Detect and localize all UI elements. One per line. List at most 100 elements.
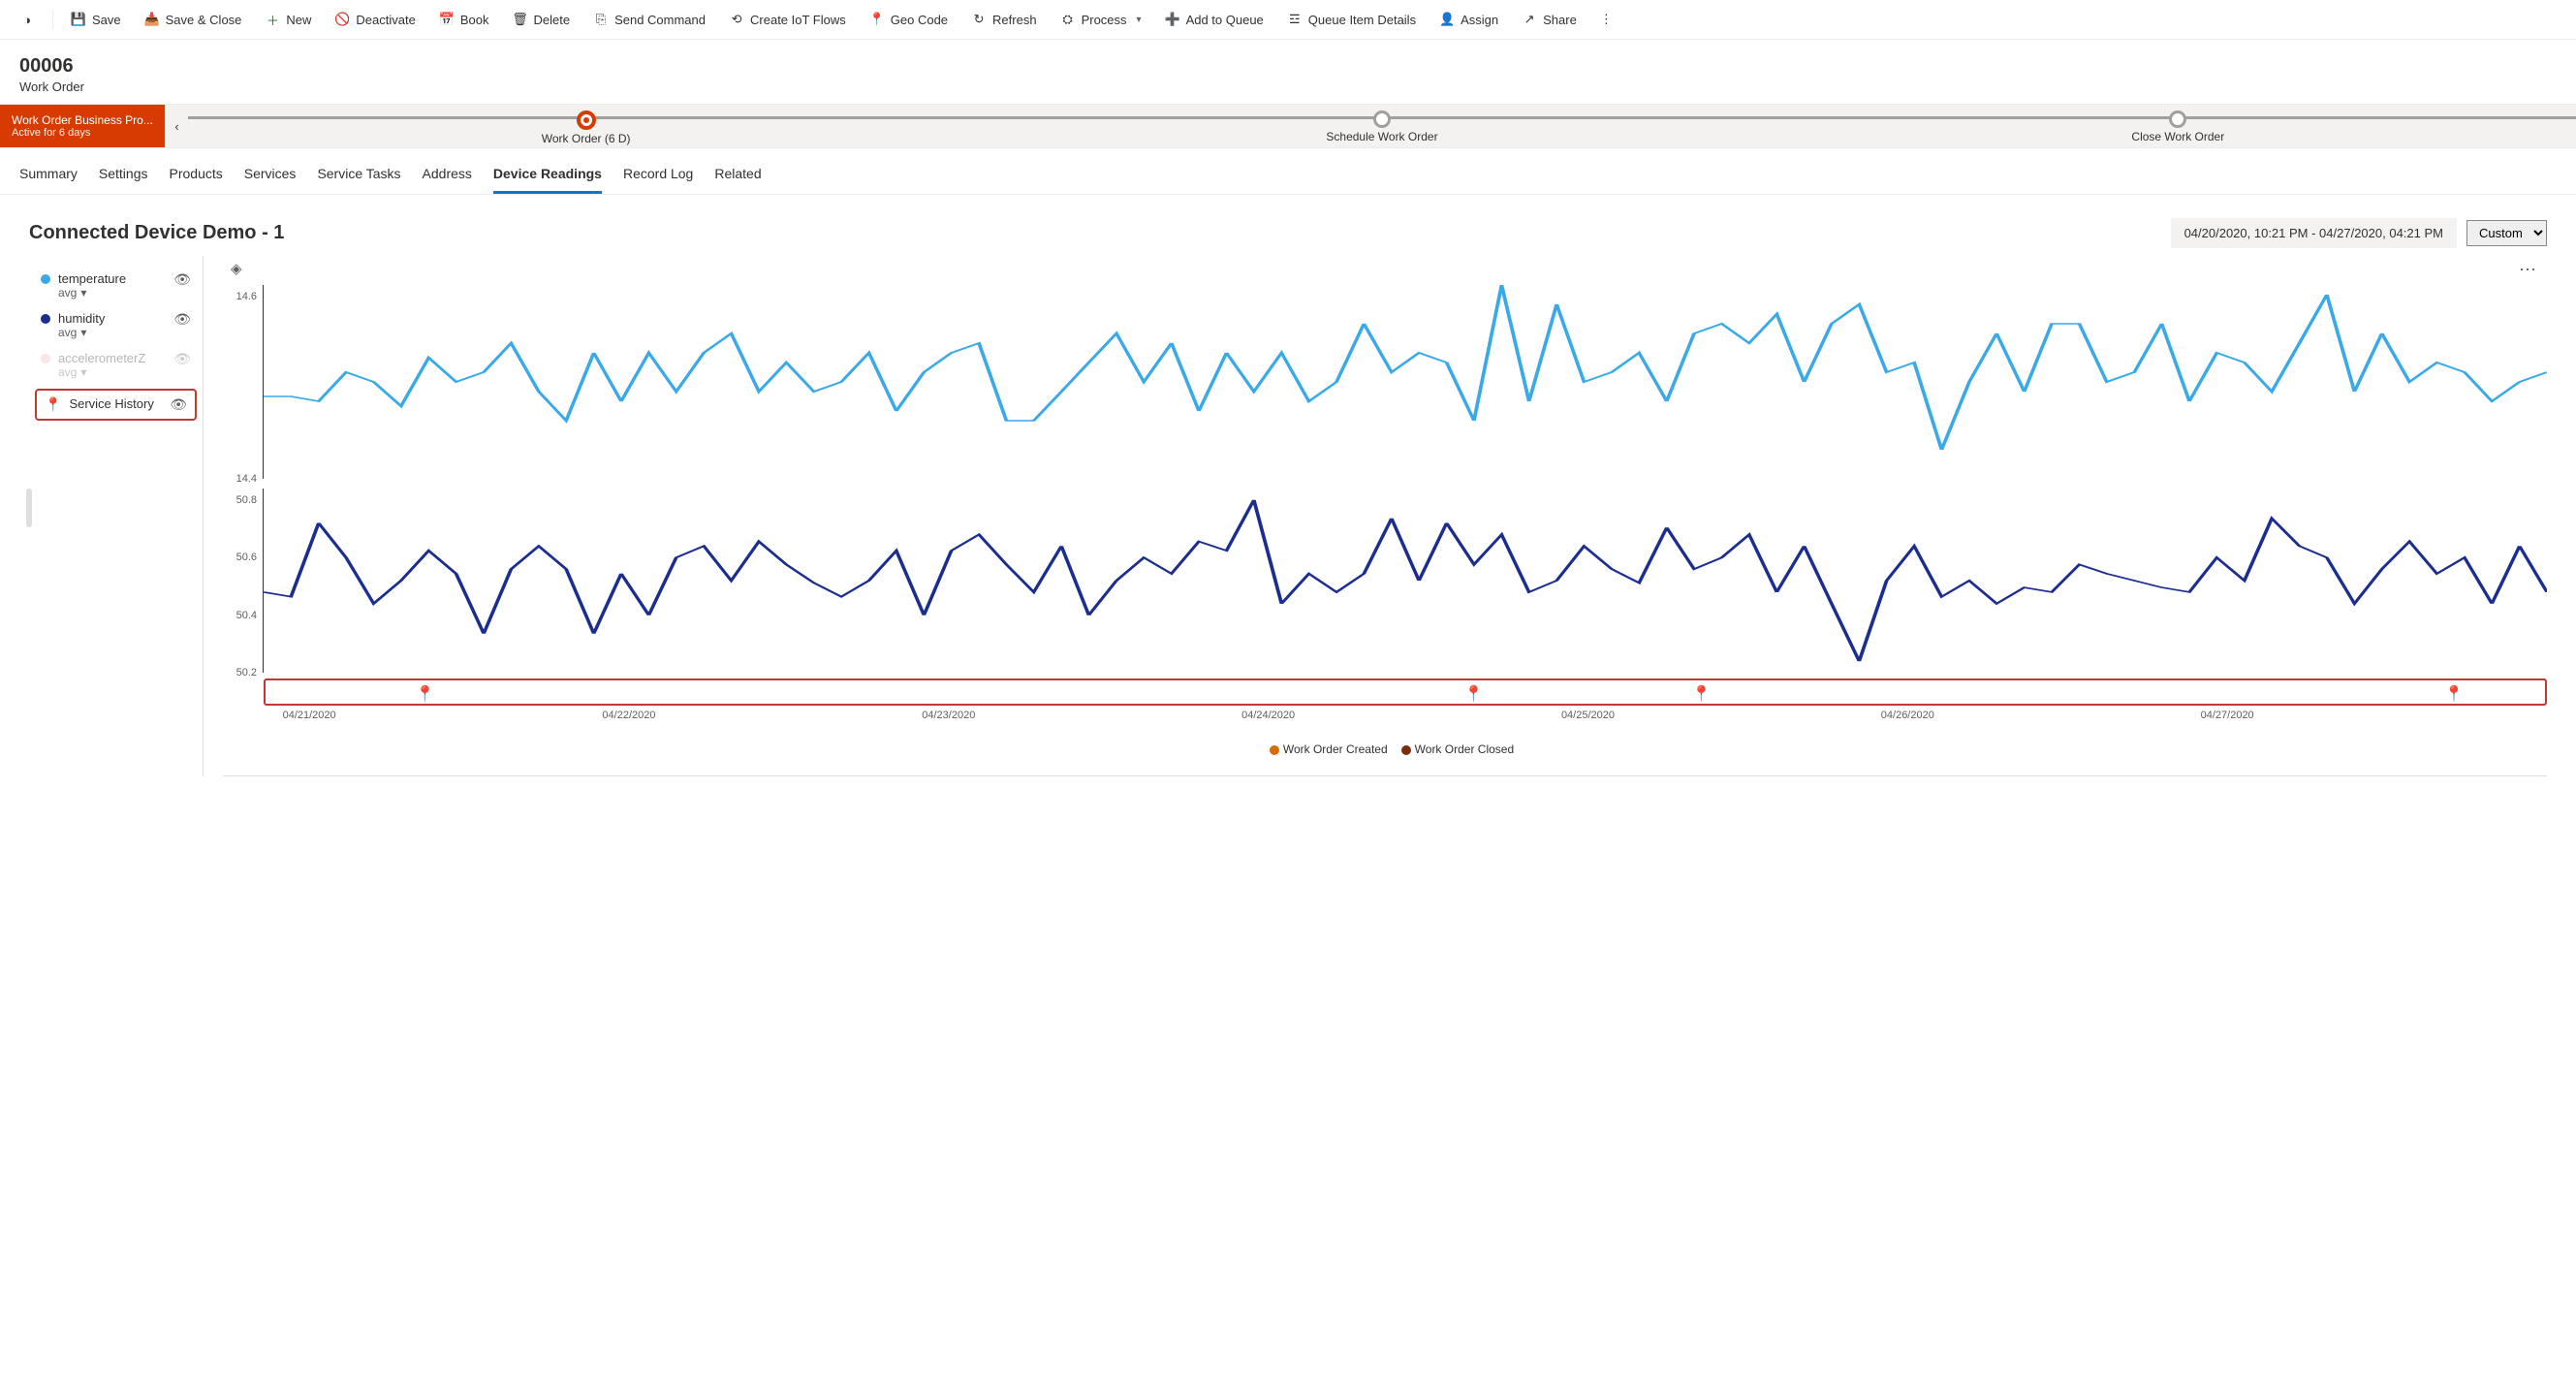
tab-related[interactable]: Related (714, 158, 761, 194)
create-iot-button[interactable]: ⟲Create IoT Flows (719, 6, 856, 33)
chevron-down-icon: ▾ (1137, 15, 1142, 25)
queue-details-label: Queue Item Details (1308, 13, 1416, 27)
process-icon: ⛭ (1060, 12, 1076, 27)
process-name: Work Order Business Pro... (12, 113, 153, 127)
chevron-left-icon: ‹ (174, 119, 178, 134)
assign-icon: 👤 (1439, 12, 1455, 27)
back-button[interactable]: ◑ (10, 6, 45, 33)
process-stage[interactable]: Close Work Order (1780, 108, 2576, 145)
tab-products[interactable]: Products (170, 158, 223, 194)
x-tick: 04/23/2020 (922, 710, 975, 721)
tab-settings[interactable]: Settings (99, 158, 148, 194)
series-agg: avg (58, 286, 77, 300)
time-range-display: 04/20/2020, 10:21 PM - 04/27/2020, 04:21… (2171, 218, 2457, 248)
y-tick: 50.4 (236, 610, 257, 621)
service-history-legend-item[interactable]: 📍 Service History 👁 (35, 389, 197, 421)
geo-code-label: Geo Code (891, 13, 948, 27)
series-color-dot (41, 274, 50, 284)
record-type: Work Order (19, 79, 2557, 94)
delete-button[interactable]: 🗑Delete (502, 6, 580, 33)
record-id: 00006 (19, 55, 2557, 78)
service-history-marker[interactable]: 📍 (1464, 684, 1484, 704)
process-duration: Active for 6 days (12, 127, 153, 139)
visibility-toggle-icon[interactable]: 👁 (173, 351, 191, 367)
tab-address[interactable]: Address (423, 158, 472, 194)
stage-dot-icon (1373, 110, 1391, 128)
add-queue-label: Add to Queue (1186, 13, 1264, 27)
queue-details-icon: ☲ (1287, 12, 1303, 27)
chevron-down-icon[interactable]: ▾ (80, 286, 86, 300)
new-button[interactable]: ＋ New (255, 6, 321, 33)
refresh-label: Refresh (992, 13, 1037, 27)
legend-item-accelerometerZ[interactable]: accelerometerZavg▾👁 (29, 345, 203, 385)
y-tick: 14.6 (236, 291, 257, 302)
queue-details-button[interactable]: ☲ Queue Item Details (1277, 6, 1426, 33)
marker-legend: Work Order Created Work Order Closed (223, 742, 2547, 756)
visibility-toggle-icon[interactable]: 👁 (173, 311, 191, 328)
x-tick: 04/21/2020 (283, 710, 336, 721)
tab-services[interactable]: Services (244, 158, 297, 194)
process-stages: Work Order (6 D)Schedule Work OrderClose… (188, 105, 2576, 147)
assign-button[interactable]: 👤 Assign (1429, 6, 1508, 33)
deactivate-button[interactable]: 🚫Deactivate (325, 6, 424, 33)
chevron-down-icon[interactable]: ▾ (80, 326, 86, 339)
device-readings-section: Connected Device Demo - 1 04/20/2020, 10… (0, 195, 2576, 800)
legend-item-humidity[interactable]: humidityavg▾👁 (29, 305, 203, 345)
charts-container: ◈ ⋯ 14.614.4 50.850.650.450.2 📍📍📍📍 04/21… (204, 256, 2547, 776)
geo-code-button[interactable]: 📍Geo Code (860, 6, 958, 33)
layers-icon[interactable]: ◈ (231, 260, 242, 277)
process-flag[interactable]: Work Order Business Pro... Active for 6 … (0, 105, 165, 147)
process-stage[interactable]: Schedule Work Order (984, 108, 1779, 145)
legend-dot (1401, 745, 1411, 755)
legend-label: Work Order Closed (1415, 742, 1514, 756)
legend-item-temperature[interactable]: temperatureavg▾ 👁 (29, 266, 203, 305)
chevron-right-circle-icon: ◑ (19, 12, 35, 27)
series-name: temperature (58, 271, 166, 286)
tab-record-log[interactable]: Record Log (623, 158, 693, 194)
share-button[interactable]: ↗Share (1512, 6, 1586, 33)
book-button[interactable]: 📅Book (429, 6, 499, 33)
humidity-y-axis: 50.850.650.450.2 (223, 489, 264, 673)
send-command-button[interactable]: ⎘Send Command (583, 6, 715, 33)
service-history-marker[interactable]: 📍 (416, 684, 435, 704)
chevron-down-icon[interactable]: ▾ (80, 365, 86, 379)
assign-label: Assign (1461, 13, 1498, 27)
process-stage[interactable]: Work Order (6 D) (188, 108, 984, 145)
legend-dot (1270, 745, 1279, 755)
section-divider (223, 775, 2547, 776)
tab-service-tasks[interactable]: Service Tasks (317, 158, 400, 194)
visibility-toggle-icon[interactable]: 👁 (173, 271, 191, 288)
process-collapse-button[interactable]: ‹ (165, 105, 188, 147)
y-tick: 50.2 (236, 667, 257, 678)
plus-icon: ＋ (265, 12, 280, 27)
delete-label: Delete (533, 13, 570, 27)
flow-icon: ⟲ (729, 12, 744, 27)
tab-device-readings[interactable]: Device Readings (493, 158, 602, 194)
process-button[interactable]: ⛭Process▾ (1051, 6, 1151, 33)
share-icon: ↗ (1522, 12, 1537, 27)
calendar-icon: 📅 (439, 12, 455, 27)
x-tick: 04/25/2020 (1561, 710, 1615, 721)
service-history-marker[interactable]: 📍 (1692, 684, 1712, 704)
refresh-button[interactable]: ↻ Refresh (961, 6, 1047, 33)
service-history-marker[interactable]: 📍 (2444, 684, 2464, 704)
save-button[interactable]: 💾Save (61, 6, 131, 33)
form-tabs: Summary Settings Products Services Service T… (0, 148, 2576, 195)
time-range-preset-select[interactable]: Custom (2466, 220, 2547, 246)
save-close-button[interactable]: 📥Save & Close (135, 6, 252, 33)
stage-label: Work Order (6 D) (188, 132, 984, 145)
service-history-markers-row: 📍 📍 📍 📍 (264, 678, 2547, 706)
x-tick: 04/24/2020 (1241, 710, 1295, 721)
legend-label: Work Order Created (1283, 742, 1388, 756)
panel-resize-handle[interactable] (26, 489, 32, 527)
refresh-icon: ↻ (971, 12, 987, 27)
tab-summary[interactable]: Summary (19, 158, 78, 194)
visibility-toggle-icon[interactable]: 👁 (170, 396, 187, 413)
overflow-button[interactable]: ⋮ (1590, 6, 1622, 33)
chart-more-button[interactable]: ⋯ (2519, 260, 2537, 280)
add-queue-button[interactable]: ➕Add to Queue (1155, 6, 1273, 33)
humidity-plot (264, 489, 2547, 673)
save-icon: 💾 (71, 12, 86, 27)
new-label: New (286, 13, 311, 27)
map-pin-icon: 📍 (45, 396, 61, 413)
